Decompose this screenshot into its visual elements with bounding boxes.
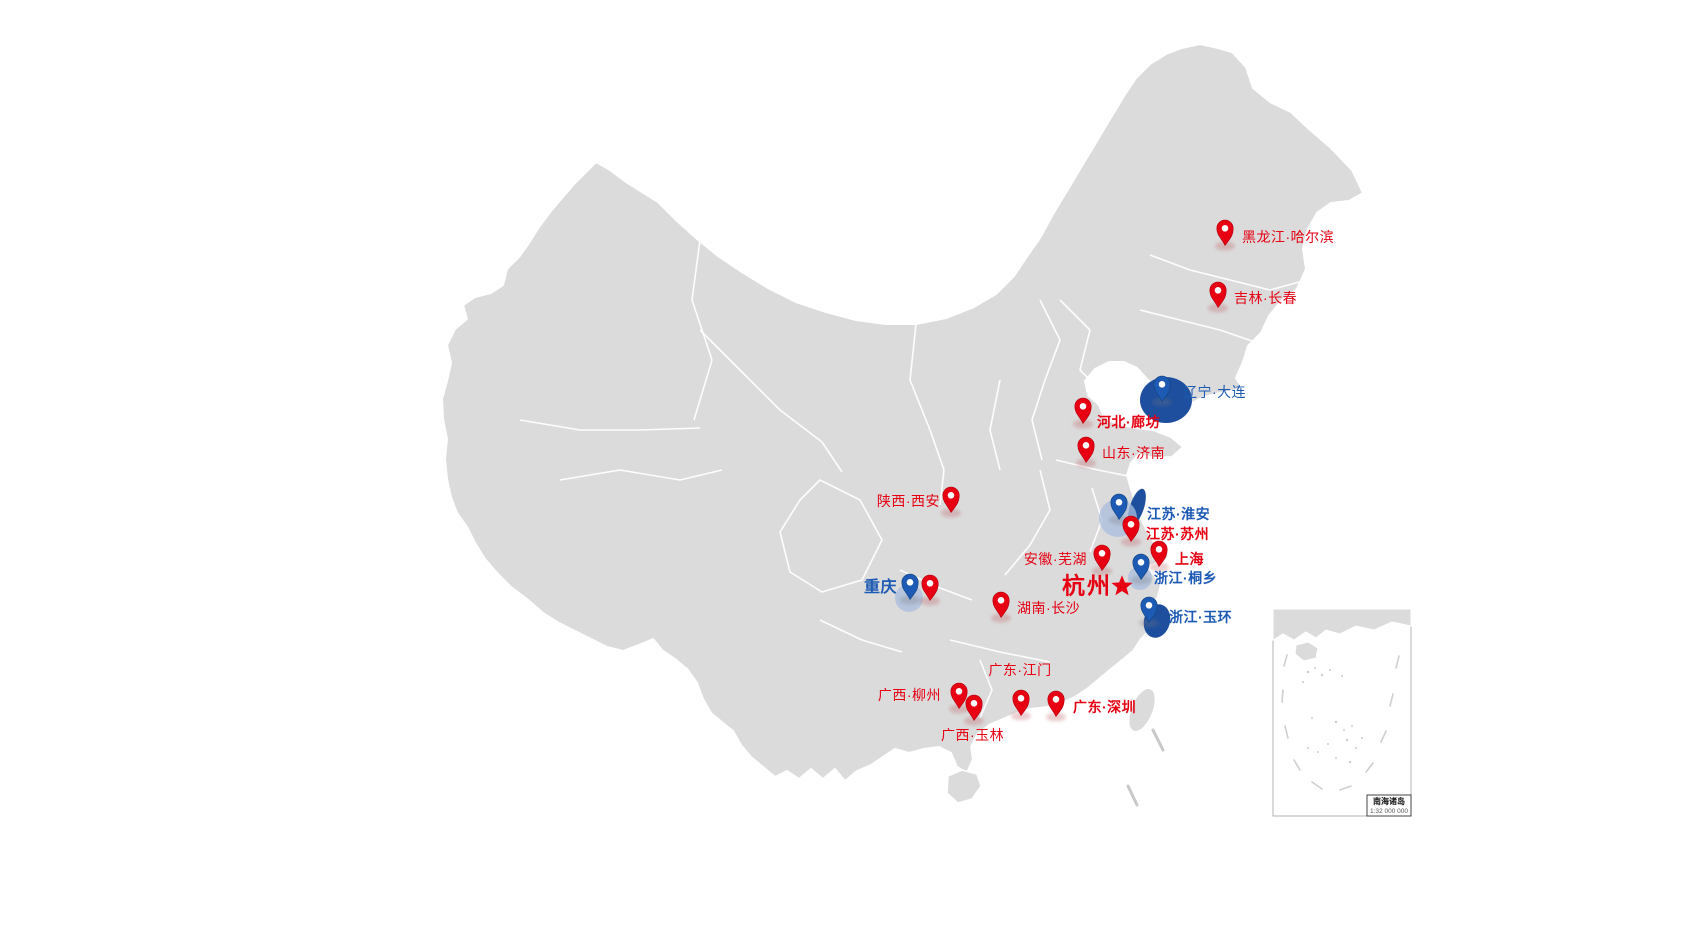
blue-map-pin[interactable] [1151, 375, 1173, 403]
south-china-sea-inset: 南海诸岛 1:32 000 000 [1272, 608, 1412, 817]
branch-location-label: 安徽·芜湖 [1023, 551, 1087, 567]
branch-location-label: 广东·江门 [988, 662, 1052, 678]
branch-location-label: 河北·廊坊 [1097, 414, 1161, 430]
coastal-highlight-regions [1128, 377, 1192, 638]
branch-location-label: 上海 [1175, 551, 1204, 567]
inset-label-box: 南海诸岛 1:32 000 000 [1366, 794, 1412, 817]
red-map-pin[interactable] [1091, 544, 1113, 572]
inset-coastline [1272, 608, 1412, 641]
branch-location-label: 重庆 [863, 579, 897, 596]
branch-location-label: 广西·玉林 [941, 727, 1005, 743]
branch-location-label: 浙江·玉环 [1169, 609, 1233, 625]
branch-location-label: 湖南·长沙 [1017, 600, 1081, 616]
coastal-highlight [1140, 377, 1192, 423]
headquarters-star-icon[interactable] [1110, 574, 1134, 603]
hainan-island [946, 769, 982, 804]
inset-dash-line [1281, 654, 1400, 791]
red-map-pin[interactable] [940, 486, 962, 514]
branch-location-label: 广西·柳州 [877, 687, 941, 703]
red-map-pin[interactable] [990, 591, 1012, 619]
blue-map-pin[interactable] [899, 573, 921, 601]
red-map-pin[interactable] [1075, 436, 1097, 464]
inset-islands [1302, 667, 1363, 764]
blue-map-pin[interactable] [1138, 596, 1160, 624]
branch-location-label: 黑龙江·哈尔滨 [1242, 229, 1335, 245]
branch-location-label: 江苏·苏州 [1146, 526, 1210, 542]
branch-location-label: 广东·深圳 [1073, 699, 1137, 715]
red-map-pin[interactable] [963, 694, 985, 722]
taiwan-island [1127, 687, 1157, 733]
red-map-pin[interactable] [919, 574, 941, 602]
sea-boundary-dashes [1126, 728, 1165, 807]
branch-location-label: 辽宁·大连 [1183, 384, 1247, 400]
headquarters-label: 杭州 [1062, 572, 1112, 599]
branch-location-label: 江苏·淮安 [1147, 506, 1211, 522]
red-map-pin[interactable] [1010, 689, 1032, 717]
branch-location-label: 山东·济南 [1102, 445, 1166, 461]
red-map-pin[interactable] [948, 682, 970, 710]
inset-title: 南海诸岛 [1373, 796, 1405, 806]
red-map-pin[interactable] [1207, 281, 1229, 309]
red-map-pin[interactable] [1045, 690, 1067, 718]
branch-location-label: 浙江·桐乡 [1154, 570, 1218, 586]
red-map-pin[interactable] [1072, 397, 1094, 425]
blue-map-pin[interactable] [1130, 553, 1152, 581]
blue-map-pin[interactable] [1108, 493, 1130, 521]
red-map-pin[interactable] [1148, 540, 1170, 568]
branch-location-label: 陕西·西安 [876, 493, 940, 509]
red-map-pin[interactable] [1214, 219, 1236, 247]
red-map-pin[interactable] [1120, 515, 1142, 543]
branch-location-label: 吉林·长春 [1234, 290, 1298, 306]
inset-scale: 1:32 000 000 [1370, 808, 1408, 815]
inset-hainan [1294, 641, 1319, 662]
